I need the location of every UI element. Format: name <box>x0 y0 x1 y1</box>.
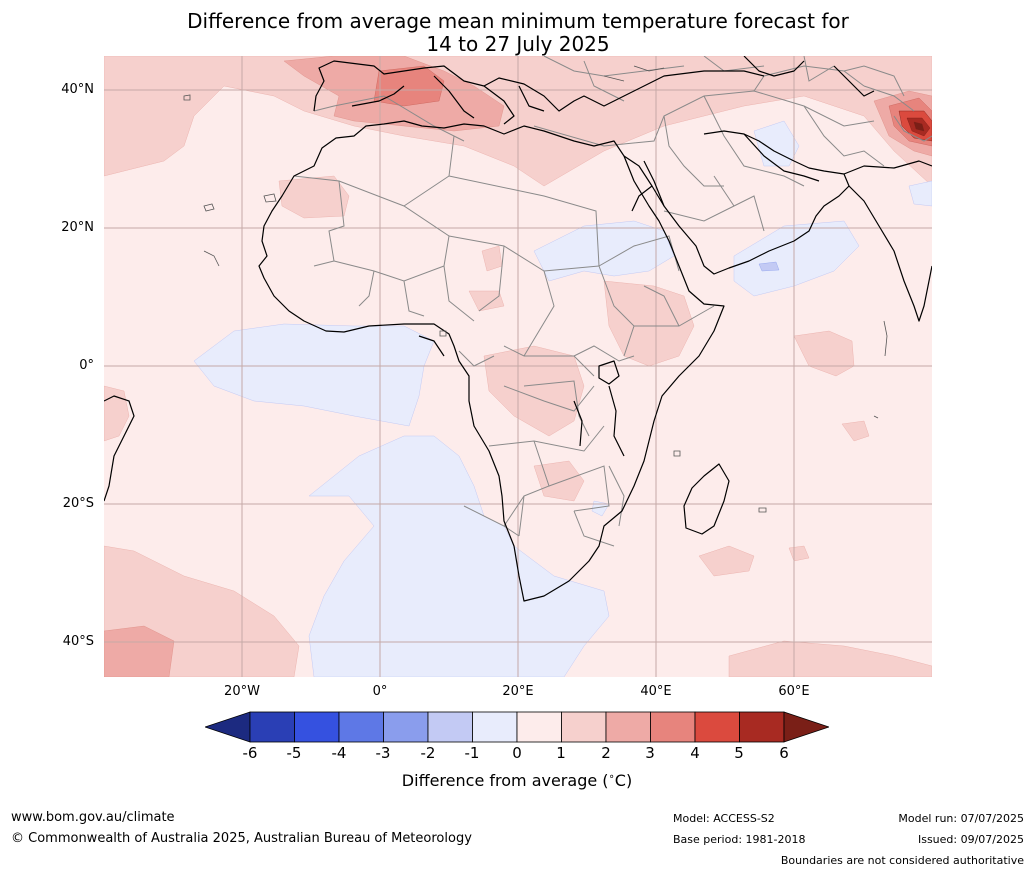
lon-label-40e: 40°E <box>640 684 672 699</box>
coastlines <box>104 56 932 602</box>
forecast-map <box>104 56 932 677</box>
colorbar-label-degree: ∘ <box>608 771 615 783</box>
title-line-2: 14 to 27 July 2025 <box>426 32 610 56</box>
colorbar-tick: 0 <box>512 744 522 762</box>
africa-coastline <box>258 120 725 602</box>
colorbar-segment <box>338 711 384 743</box>
colorbar-tick: -1 <box>464 744 480 762</box>
lon-label-20w: 20°W <box>224 684 260 699</box>
footer-issued: Issued: 09/07/2025 <box>917 833 1024 846</box>
lon-label-0: 0° <box>372 684 388 699</box>
islands <box>183 65 888 513</box>
colorbar-tick: 6 <box>779 744 789 762</box>
colorbar-tick: 3 <box>645 744 655 762</box>
footer-model-run: Model run: 07/07/2025 <box>898 812 1024 825</box>
colorbar <box>205 711 829 743</box>
footer-website[interactable]: www.bom.gov.au/climate <box>11 810 175 825</box>
title-line-1: Difference from average mean minimum tem… <box>187 9 849 33</box>
colorbar-segment <box>249 711 295 743</box>
lat-label-40n: 40°N <box>61 82 94 97</box>
anomaly-cool-0-1 <box>193 120 932 677</box>
colorbar-segment <box>294 711 340 743</box>
colorbar-tick: 5 <box>734 744 744 762</box>
europe-coastline <box>313 60 765 125</box>
colorbar-segment <box>516 711 562 743</box>
footer-base-period: Base period: 1981-2018 <box>673 833 806 846</box>
map-title: Difference from average mean minimum tem… <box>104 10 932 56</box>
colorbar-label-text: Difference from average ( <box>401 771 609 790</box>
colorbar-tick: -3 <box>375 744 391 762</box>
footer-model: Model: ACCESS-S2 <box>673 812 775 825</box>
lon-label-20e: 20°E <box>502 684 534 699</box>
colorbar-segment <box>650 711 696 743</box>
colorbar-tick: -6 <box>242 744 258 762</box>
arabia-coastline <box>623 130 850 275</box>
india-coastline <box>848 185 932 322</box>
colorbar-tick: -5 <box>286 744 302 762</box>
colorbar-label-unit: C) <box>614 771 633 790</box>
colorbar-tick: 4 <box>690 744 700 762</box>
colorbar-segment <box>472 711 518 743</box>
colorbar-tick: -2 <box>420 744 436 762</box>
colorbar-extend-high <box>783 711 829 743</box>
lat-label-20s: 20°S <box>62 496 94 511</box>
colorbar-segment <box>383 711 429 743</box>
colorbar-segment <box>427 711 473 743</box>
lat-label-0: 0° <box>79 358 94 373</box>
lat-label-40s: 40°S <box>62 634 94 649</box>
lat-label-20n: 20°N <box>61 220 94 235</box>
colorbar-segment <box>561 711 607 743</box>
colorbar-label: Difference from average (∘C) <box>205 771 829 790</box>
footer-copyright: © Commonwealth of Australia 2025, Austra… <box>11 831 472 846</box>
colorbar-extend-low <box>205 711 251 743</box>
madagascar-coastline <box>683 463 730 535</box>
colorbar-tick: -4 <box>331 744 347 762</box>
colorbar-tick: 2 <box>601 744 611 762</box>
lon-label-60e: 60°E <box>778 684 810 699</box>
anomaly-cool-1-2 <box>758 261 780 272</box>
colorbar-segment <box>739 711 785 743</box>
colorbar-segment <box>694 711 740 743</box>
footer-disclaimer: Boundaries are not considered authoritat… <box>780 854 1024 867</box>
anomaly-warm-4-6 <box>898 110 932 142</box>
colorbar-tick: 1 <box>556 744 566 762</box>
colorbar-segment <box>605 711 651 743</box>
